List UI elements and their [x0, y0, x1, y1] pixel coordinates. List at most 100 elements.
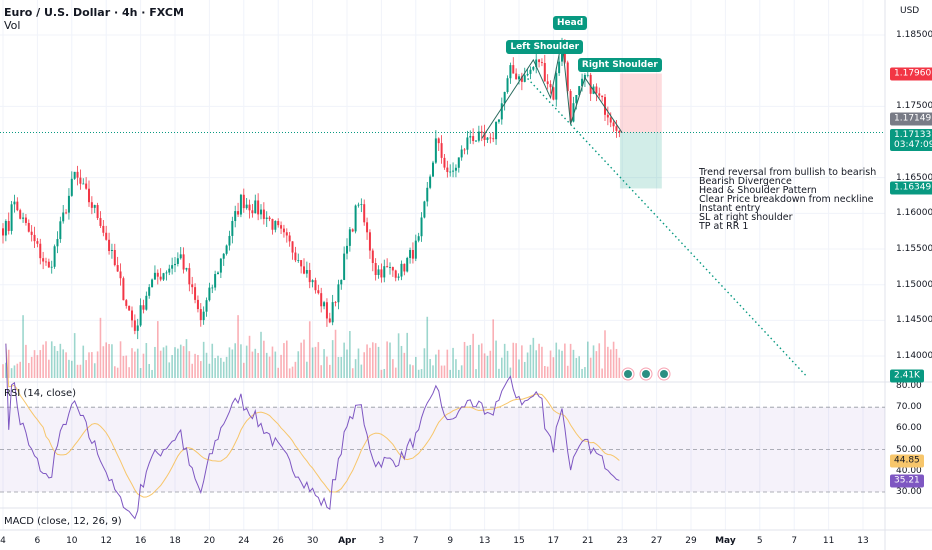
rsi-line	[5, 343, 620, 520]
price-tick: 1.15500	[896, 244, 932, 255]
head-shoulders-line	[481, 39, 623, 139]
rsi-ma-badge: 44.85	[890, 454, 924, 468]
volume-bar	[151, 369, 153, 378]
candle-body	[486, 137, 489, 140]
volume-bar	[452, 347, 454, 378]
volume-bar	[202, 341, 205, 378]
volume-bar	[429, 359, 431, 378]
volume-bar	[458, 369, 460, 378]
candle-body	[116, 265, 119, 272]
candle-body	[239, 194, 242, 215]
volume-bar	[354, 359, 357, 378]
trade-annotation[interactable]: Trend reversal from bullish to bearish Be…	[699, 168, 876, 232]
volume-bar	[544, 366, 546, 378]
volume-bar	[297, 351, 300, 378]
stop-loss-zone	[619, 73, 662, 133]
currency-label[interactable]: USD	[900, 6, 920, 16]
volume-bar	[300, 342, 302, 378]
candle-body	[452, 170, 455, 172]
volume-bar	[478, 344, 480, 378]
time-tick: 26	[272, 536, 284, 546]
volume-bar	[498, 368, 500, 378]
volume-bar	[460, 365, 463, 378]
candle-body	[248, 204, 251, 211]
candle-body	[70, 178, 73, 196]
candle-body	[13, 201, 16, 205]
volume-bar	[13, 365, 16, 378]
volume-bar	[265, 352, 268, 378]
volume-bar	[116, 367, 119, 378]
volume-bar	[538, 343, 540, 378]
candle-body	[145, 295, 148, 310]
volume-bar	[99, 317, 102, 378]
volume-bar	[96, 351, 99, 378]
candle-body	[480, 131, 483, 133]
event-icon	[642, 370, 650, 378]
candle-body	[472, 136, 475, 142]
candle-body	[222, 253, 225, 259]
candle-body	[589, 74, 592, 94]
candle-body	[394, 270, 397, 278]
candle-body	[320, 293, 323, 307]
rsi-ma-line	[5, 343, 620, 498]
candle-body	[148, 287, 151, 296]
volume-bar	[552, 357, 555, 378]
candle-body	[606, 114, 609, 118]
take-profit-zone	[619, 132, 662, 189]
time-tick: 27	[650, 536, 663, 546]
volume-bar	[535, 350, 537, 378]
candle-body	[194, 287, 197, 300]
time-tick: 23	[616, 536, 628, 546]
time-tick: 7	[412, 536, 419, 546]
volume-bar	[134, 351, 136, 378]
candle-body	[351, 229, 354, 232]
volume-bar	[377, 346, 380, 378]
volume-bar	[174, 347, 176, 378]
volume-bar	[314, 346, 317, 378]
candle-body	[174, 263, 176, 266]
volume-bar	[311, 347, 314, 378]
volume-bar	[489, 350, 492, 378]
volume-bar	[30, 356, 33, 378]
candle-body	[176, 258, 179, 264]
volume-bar	[564, 343, 566, 378]
annotation-line: Clear Price breakdown from neckline	[699, 194, 874, 205]
volume-bar	[268, 356, 271, 378]
volume-bar	[222, 361, 225, 378]
volume-bar	[363, 352, 365, 378]
volume-bar	[56, 350, 59, 378]
candle-body	[615, 126, 618, 131]
candle-body	[300, 260, 303, 267]
volume-bar	[369, 347, 371, 378]
volume-bar	[366, 344, 368, 378]
candle-body	[535, 59, 538, 67]
stop-loss-price-badge: 1.17960	[890, 67, 932, 81]
candle-body	[231, 221, 234, 236]
last-price-badge: 1.17133 03:47:09	[890, 128, 932, 151]
candle-body	[337, 284, 340, 303]
candle-body	[340, 279, 343, 285]
candle-body	[366, 222, 369, 233]
volume-bar	[168, 362, 171, 378]
event-marker	[657, 367, 671, 381]
rsi-tick: 40.00	[896, 465, 922, 476]
symbol-title[interactable]: Euro / U.S. Dollar · 4h · FXCM	[4, 6, 184, 19]
candle-body	[543, 63, 546, 82]
volume-bar	[601, 368, 603, 378]
candle-body	[454, 167, 457, 171]
volume-bar	[102, 346, 105, 378]
time-tick: 29	[685, 536, 697, 546]
candle-body	[142, 305, 145, 310]
volume-bar	[337, 356, 340, 378]
candle-body	[601, 95, 604, 98]
candle-body	[268, 217, 271, 220]
volume-bar	[303, 339, 305, 378]
volume-bar	[392, 359, 394, 378]
event-icon	[660, 370, 668, 378]
candle-body	[380, 269, 383, 278]
volume-bar	[10, 368, 13, 378]
time-tick: 5	[756, 536, 763, 546]
candle-body	[67, 195, 70, 213]
volume-bar	[48, 359, 50, 378]
